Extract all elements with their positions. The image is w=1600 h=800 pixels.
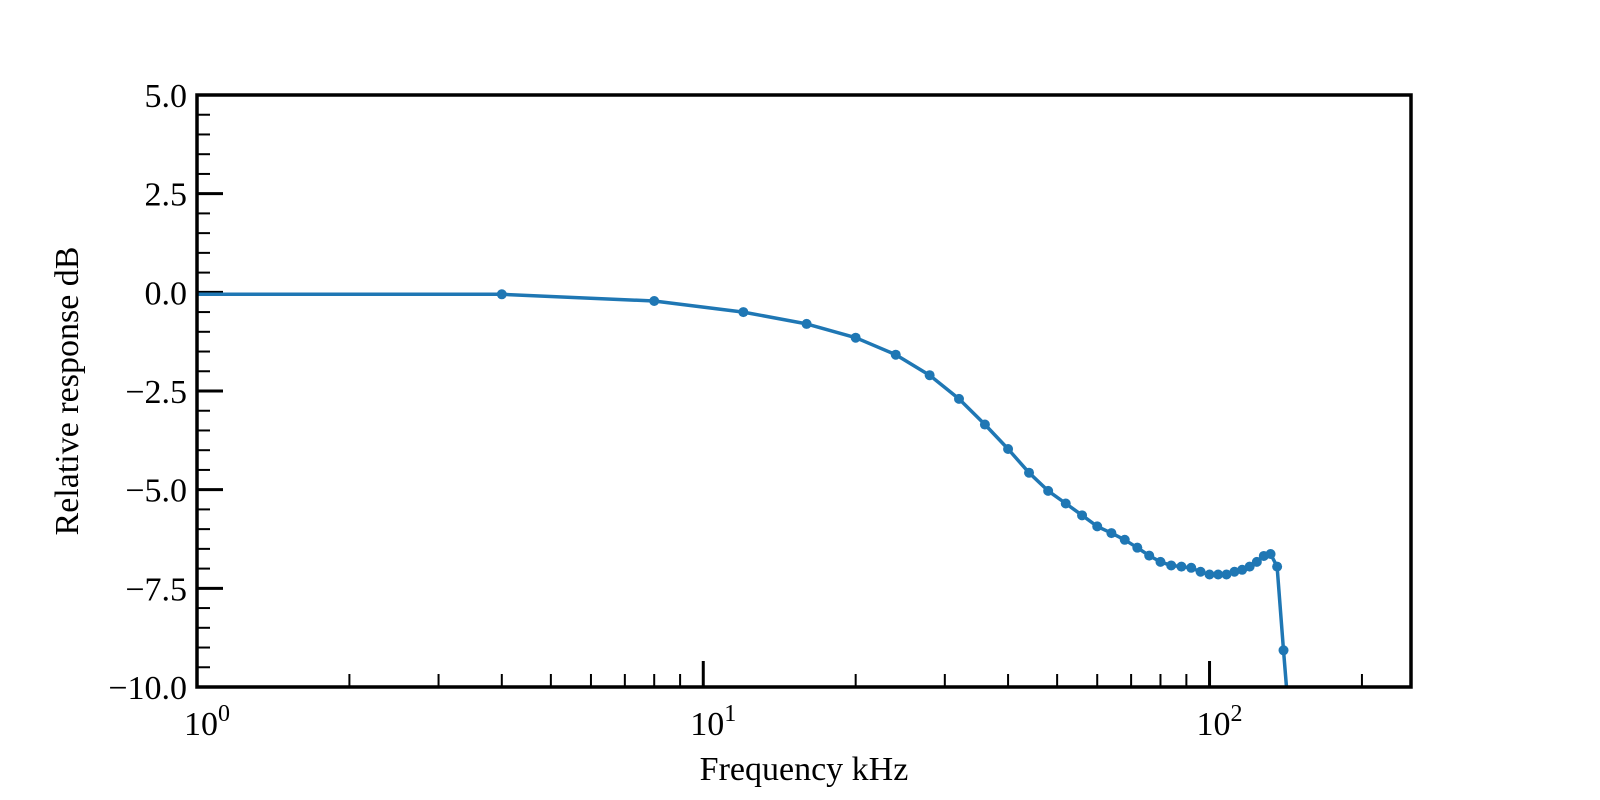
data-point	[1213, 569, 1224, 580]
data-point	[1024, 467, 1035, 478]
data-point	[1176, 561, 1187, 572]
y-tick-label: −7.5	[125, 571, 187, 608]
data-point	[1144, 550, 1155, 561]
data-point	[1272, 561, 1283, 572]
data-point	[954, 393, 965, 404]
y-tick-label: 2.5	[145, 177, 188, 214]
data-point	[1251, 556, 1262, 567]
data-point	[1132, 542, 1143, 553]
data-point	[1077, 510, 1088, 521]
data-point	[850, 332, 861, 343]
y-tick-label: 5.0	[145, 78, 188, 115]
data-point	[1244, 561, 1255, 572]
data-point	[1186, 562, 1197, 573]
data-point	[1166, 560, 1177, 571]
data-point	[649, 296, 660, 307]
data-point	[1003, 444, 1014, 455]
y-tick-label: −2.5	[125, 374, 187, 411]
data-point	[1106, 528, 1117, 539]
data-point	[1195, 566, 1206, 577]
data-point	[924, 370, 935, 381]
y-tick-label: −10.0	[108, 670, 187, 707]
y-axis-label: Relative response dB	[49, 247, 86, 536]
data-point	[979, 419, 990, 430]
data-point	[1229, 566, 1240, 577]
plot-frame	[195, 93, 1413, 689]
data-point	[1221, 569, 1232, 580]
data-point	[1278, 645, 1289, 656]
data-point	[738, 307, 749, 318]
data-point	[1119, 534, 1130, 545]
x-tick-label: 100	[184, 701, 230, 743]
axis-ticks	[195, 93, 1363, 689]
data-point	[1060, 498, 1071, 509]
x-axis-label: Frequency kHz	[700, 751, 909, 788]
y-tick-label: −5.0	[125, 473, 187, 510]
series-layer	[197, 289, 1289, 687]
data-point	[890, 349, 901, 360]
data-point	[1092, 521, 1103, 532]
x-tick-label: 102	[1197, 701, 1243, 743]
series-line	[197, 292, 1289, 687]
data-point	[1204, 569, 1215, 580]
data-point	[801, 318, 812, 329]
y-tick-label: 0.0	[145, 275, 188, 312]
data-point	[1155, 556, 1166, 567]
data-point	[1043, 485, 1054, 496]
x-tick-label: 101	[690, 701, 736, 743]
data-point	[1265, 548, 1276, 559]
data-point	[496, 289, 507, 300]
